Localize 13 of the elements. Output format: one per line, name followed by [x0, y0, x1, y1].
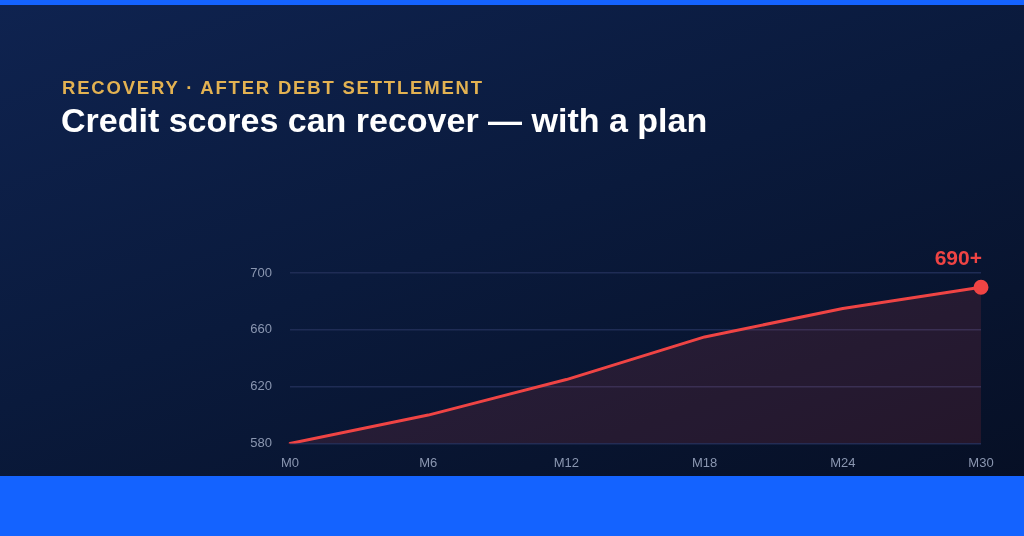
- x-tick-label: M0: [280, 454, 300, 470]
- y-tick-label: 580: [250, 435, 272, 451]
- x-tick-label: M12: [553, 454, 580, 470]
- y-tick-label: 620: [250, 378, 272, 394]
- x-tick-label: M30: [968, 454, 994, 470]
- chart-subtitle: RECOVERY · AFTER DEBT SETTLEMENT: [62, 77, 484, 99]
- x-tick-label: M6: [419, 454, 438, 470]
- y-tick-label: 660: [250, 321, 272, 337]
- y-tick-label: 700: [250, 264, 272, 280]
- annotation: 690+: [934, 246, 982, 270]
- x-tick-label: M24: [830, 454, 856, 470]
- chart-title: Credit scores can recover — with a plan: [61, 101, 708, 140]
- x-tick-label: M18: [691, 454, 718, 470]
